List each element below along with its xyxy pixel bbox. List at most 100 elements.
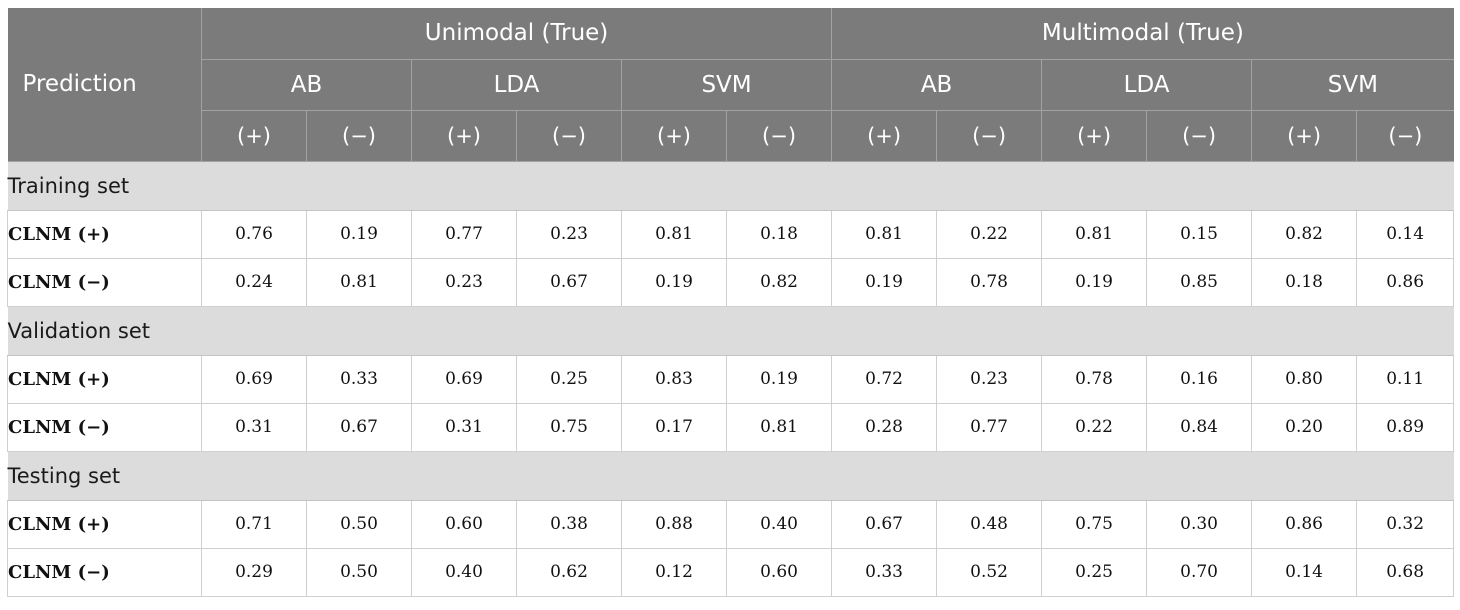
value-cell: 0.25 bbox=[516, 355, 622, 404]
value-cell: 0.77 bbox=[936, 403, 1043, 452]
value-cell: 0.80 bbox=[1251, 355, 1358, 404]
value-cell: 0.23 bbox=[411, 258, 517, 307]
table-row: CLNM (+) 0.76 0.19 0.77 0.23 0.81 0.18 0.81 0.22… bbox=[7, 210, 1455, 259]
sign-header: (−) bbox=[306, 110, 412, 162]
prediction-header: Prediction bbox=[7, 8, 202, 162]
value-cell: 0.29 bbox=[201, 548, 307, 597]
value-cell: 0.76 bbox=[201, 210, 307, 259]
value-cell: 0.67 bbox=[516, 258, 622, 307]
sign-header: (−) bbox=[726, 110, 833, 162]
model-header: SVM bbox=[1251, 59, 1454, 111]
value-cell: 0.20 bbox=[1251, 403, 1358, 452]
value-cell: 0.82 bbox=[726, 258, 833, 307]
value-cell: 0.81 bbox=[306, 258, 412, 307]
value-cell: 0.62 bbox=[516, 548, 622, 597]
value-cell: 0.50 bbox=[306, 500, 412, 549]
model-header: AB bbox=[831, 59, 1043, 111]
value-cell: 0.69 bbox=[411, 355, 517, 404]
value-cell: 0.88 bbox=[621, 500, 727, 549]
value-cell: 0.22 bbox=[936, 210, 1043, 259]
value-cell: 0.81 bbox=[831, 210, 938, 259]
value-cell: 0.19 bbox=[306, 210, 412, 259]
row-label: CLNM (+) bbox=[7, 355, 202, 404]
value-cell: 0.16 bbox=[1146, 355, 1253, 404]
value-cell: 0.86 bbox=[1251, 500, 1358, 549]
sign-header: (+) bbox=[201, 110, 307, 162]
row-label: CLNM (−) bbox=[7, 403, 202, 452]
value-cell: 0.32 bbox=[1356, 500, 1455, 549]
value-cell: 0.48 bbox=[936, 500, 1043, 549]
value-cell: 0.68 bbox=[1356, 548, 1455, 597]
value-cell: 0.33 bbox=[306, 355, 412, 404]
header-row-signs: (+) (−) (+) (−) (+) (−) (+) (−) (+) (−) … bbox=[8, 110, 1454, 162]
table-row: CLNM (+) 0.69 0.33 0.69 0.25 0.83 0.19 0.72 0.23… bbox=[7, 355, 1455, 404]
value-cell: 0.22 bbox=[1041, 403, 1148, 452]
value-cell: 0.40 bbox=[411, 548, 517, 597]
value-cell: 0.19 bbox=[1041, 258, 1148, 307]
table-body: Training set CLNM (+) 0.76 0.19 0.77 0.23 0.81… bbox=[7, 161, 1455, 597]
value-cell: 0.75 bbox=[1041, 500, 1148, 549]
table-row: CLNM (−) 0.24 0.81 0.23 0.67 0.19 0.82 0.19 0.78… bbox=[7, 258, 1455, 307]
model-header: AB bbox=[201, 59, 412, 111]
value-cell: 0.69 bbox=[201, 355, 307, 404]
header-row-models: AB LDA SVM AB LDA SVM bbox=[8, 59, 1454, 111]
value-cell: 0.24 bbox=[201, 258, 307, 307]
value-cell: 0.75 bbox=[516, 403, 622, 452]
value-cell: 0.40 bbox=[726, 500, 833, 549]
unimodal-group-header: Unimodal (True) bbox=[201, 8, 833, 60]
value-cell: 0.38 bbox=[516, 500, 622, 549]
value-cell: 0.78 bbox=[936, 258, 1043, 307]
value-cell: 0.60 bbox=[411, 500, 517, 549]
sign-header: (−) bbox=[516, 110, 622, 162]
value-cell: 0.72 bbox=[831, 355, 938, 404]
section-row: Training set bbox=[7, 161, 1454, 211]
section-row: Validation set bbox=[7, 306, 1454, 356]
value-cell: 0.12 bbox=[621, 548, 727, 597]
value-cell: 0.81 bbox=[621, 210, 727, 259]
value-cell: 0.86 bbox=[1356, 258, 1455, 307]
value-cell: 0.11 bbox=[1356, 355, 1455, 404]
multimodal-group-header: Multimodal (True) bbox=[831, 8, 1454, 60]
value-cell: 0.50 bbox=[306, 548, 412, 597]
sign-header: (−) bbox=[936, 110, 1043, 162]
value-cell: 0.83 bbox=[621, 355, 727, 404]
model-header: SVM bbox=[621, 59, 833, 111]
row-label: CLNM (+) bbox=[7, 500, 202, 549]
value-cell: 0.52 bbox=[936, 548, 1043, 597]
model-header: LDA bbox=[1041, 59, 1253, 111]
value-cell: 0.17 bbox=[621, 403, 727, 452]
row-label: CLNM (−) bbox=[7, 258, 202, 307]
value-cell: 0.60 bbox=[726, 548, 833, 597]
section-row: Testing set bbox=[7, 451, 1454, 501]
value-cell: 0.28 bbox=[831, 403, 938, 452]
value-cell: 0.82 bbox=[1251, 210, 1358, 259]
value-cell: 0.14 bbox=[1251, 548, 1358, 597]
value-cell: 0.18 bbox=[726, 210, 833, 259]
value-cell: 0.33 bbox=[831, 548, 938, 597]
value-cell: 0.71 bbox=[201, 500, 307, 549]
value-cell: 0.77 bbox=[411, 210, 517, 259]
sign-header: (+) bbox=[831, 110, 938, 162]
sign-header: (+) bbox=[1251, 110, 1358, 162]
value-cell: 0.81 bbox=[1041, 210, 1148, 259]
value-cell: 0.23 bbox=[936, 355, 1043, 404]
table-row: CLNM (−) 0.31 0.67 0.31 0.75 0.17 0.81 0.28 0.77… bbox=[7, 403, 1455, 452]
value-cell: 0.84 bbox=[1146, 403, 1253, 452]
value-cell: 0.31 bbox=[411, 403, 517, 452]
row-label: CLNM (−) bbox=[7, 548, 202, 597]
results-table: Prediction Unimodal (True) Multimodal (T… bbox=[7, 8, 1455, 597]
sign-header: (−) bbox=[1356, 110, 1454, 162]
value-cell: 0.19 bbox=[831, 258, 938, 307]
header-row-groups: Prediction Unimodal (True) Multimodal (T… bbox=[7, 8, 1454, 162]
value-cell: 0.81 bbox=[726, 403, 833, 452]
sign-header: (−) bbox=[1146, 110, 1253, 162]
section-title: Testing set bbox=[7, 451, 1454, 501]
sign-header: (+) bbox=[411, 110, 517, 162]
section-title: Training set bbox=[7, 161, 1454, 211]
table-row: CLNM (+) 0.71 0.50 0.60 0.38 0.88 0.40 0.67 0.48… bbox=[7, 500, 1455, 549]
value-cell: 0.30 bbox=[1146, 500, 1253, 549]
value-cell: 0.19 bbox=[621, 258, 727, 307]
table-row: CLNM (−) 0.29 0.50 0.40 0.62 0.12 0.60 0.33 0.52… bbox=[7, 548, 1455, 597]
value-cell: 0.14 bbox=[1356, 210, 1455, 259]
value-cell: 0.70 bbox=[1146, 548, 1253, 597]
